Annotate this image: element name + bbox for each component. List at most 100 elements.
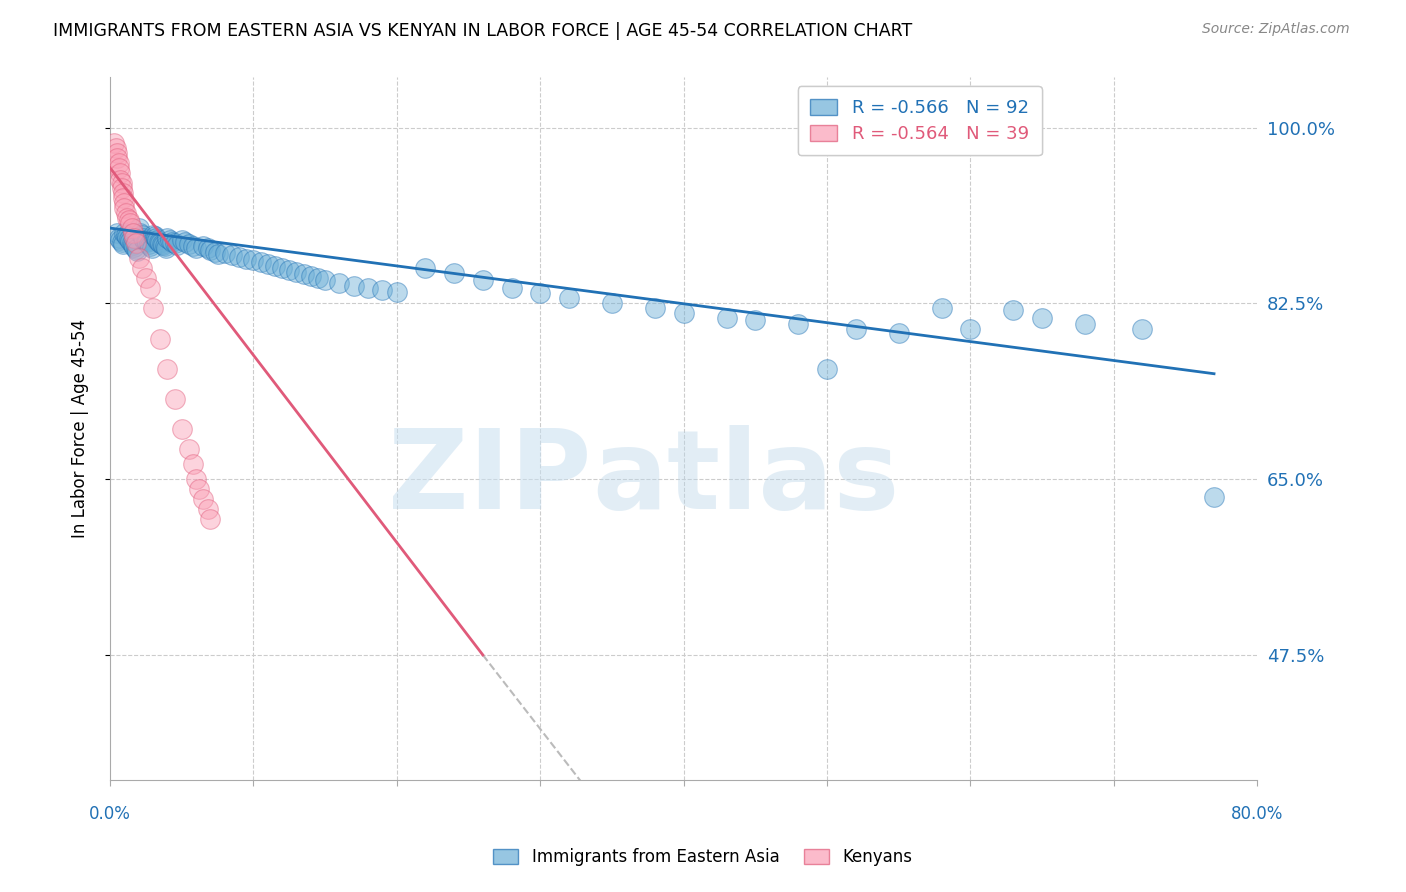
Point	[299, 269, 322, 284]
Point	[307, 271, 329, 285]
Point	[644, 301, 666, 316]
Point	[135, 234, 157, 248]
Point	[845, 321, 868, 335]
Text: Source: ZipAtlas.com: Source: ZipAtlas.com	[1202, 22, 1350, 37]
Point	[125, 236, 148, 251]
Point	[221, 248, 243, 262]
Point	[112, 196, 135, 211]
Y-axis label: In Labor Force | Age 45-54: In Labor Force | Age 45-54	[72, 319, 89, 539]
Point	[744, 313, 766, 327]
Point	[103, 136, 125, 150]
Point	[108, 233, 131, 247]
Point	[105, 145, 128, 160]
Point	[145, 231, 167, 245]
Point	[111, 191, 134, 205]
Point	[163, 392, 186, 406]
Point	[128, 251, 150, 265]
Point	[471, 273, 494, 287]
Point	[887, 326, 910, 340]
Point	[385, 285, 408, 300]
Point	[112, 201, 135, 215]
Legend: R = -0.566   N = 92, R = -0.564   N = 39: R = -0.566 N = 92, R = -0.564 N = 39	[797, 87, 1042, 155]
Point	[128, 221, 150, 235]
Point	[108, 173, 131, 187]
Point	[207, 247, 229, 261]
Point	[150, 237, 173, 252]
Point	[529, 286, 551, 301]
Point	[264, 259, 287, 273]
Point	[787, 317, 810, 331]
Point	[107, 156, 129, 170]
Point	[1031, 311, 1053, 326]
Point	[193, 239, 215, 253]
Point	[132, 231, 155, 245]
Point	[134, 233, 156, 247]
Point	[115, 228, 138, 243]
Point	[110, 181, 132, 195]
Point	[163, 236, 186, 251]
Point	[148, 235, 170, 249]
Point	[146, 233, 169, 247]
Point	[107, 231, 129, 245]
Point	[125, 242, 148, 256]
Point	[131, 228, 153, 243]
Point	[443, 266, 465, 280]
Point	[117, 211, 139, 225]
Point	[111, 237, 134, 252]
Point	[141, 241, 163, 255]
Legend: Immigrants from Eastern Asia, Kenyans: Immigrants from Eastern Asia, Kenyans	[485, 840, 921, 875]
Point	[170, 422, 193, 436]
Point	[111, 186, 134, 200]
Point	[1074, 317, 1097, 331]
Point	[343, 279, 366, 293]
Point	[200, 512, 222, 526]
Point	[672, 306, 695, 320]
Point	[271, 261, 294, 276]
Point	[285, 265, 308, 279]
Point	[135, 271, 157, 285]
Point	[159, 233, 181, 247]
Point	[110, 235, 132, 249]
Point	[501, 281, 523, 295]
Point	[118, 213, 141, 227]
Point	[156, 361, 179, 376]
Point	[138, 237, 160, 252]
Point	[127, 244, 149, 259]
Point	[292, 268, 315, 282]
Point	[558, 292, 581, 306]
Point	[1202, 490, 1225, 504]
Point	[149, 332, 172, 346]
Point	[1002, 303, 1025, 318]
Point	[152, 238, 174, 252]
Point	[278, 263, 301, 277]
Point	[249, 255, 271, 269]
Point	[170, 233, 193, 247]
Point	[716, 311, 738, 326]
Point	[197, 241, 219, 255]
Point	[177, 237, 200, 252]
Point	[107, 161, 129, 175]
Point	[184, 241, 207, 255]
Point	[371, 284, 394, 298]
Point	[181, 457, 204, 471]
Point	[959, 321, 981, 335]
Point	[131, 261, 153, 276]
Point	[129, 226, 152, 240]
Point	[357, 281, 380, 295]
Point	[149, 236, 172, 251]
Point	[815, 361, 838, 376]
Point	[173, 235, 195, 249]
Point	[328, 277, 350, 291]
Point	[121, 221, 143, 235]
Point	[121, 236, 143, 251]
Point	[228, 250, 250, 264]
Point	[108, 166, 131, 180]
Point	[105, 151, 128, 165]
Text: ZIP: ZIP	[388, 425, 592, 532]
Point	[112, 226, 135, 240]
Point	[139, 281, 162, 295]
Point	[214, 246, 236, 260]
Text: atlas: atlas	[592, 425, 900, 532]
Point	[314, 273, 336, 287]
Point	[457, 793, 479, 807]
